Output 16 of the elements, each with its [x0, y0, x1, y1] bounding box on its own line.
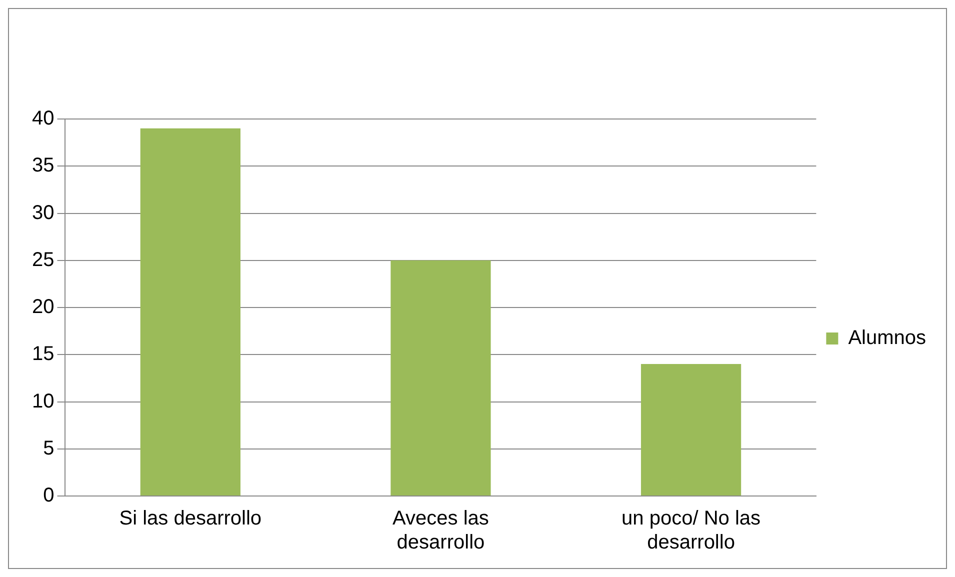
x-tick-label: Si las desarrollo	[119, 508, 262, 530]
x-tick-label: un poco/ No las desarrollo	[622, 508, 761, 554]
x-tick-label: Aveces las desarrollo	[392, 508, 489, 554]
y-tick-label: 40	[32, 108, 54, 130]
y-tick-label: 0	[43, 484, 54, 507]
y-tick-label: 30	[32, 202, 54, 224]
y-tick-label: 15	[32, 343, 54, 366]
y-tick-label: 25	[32, 248, 54, 271]
bar	[640, 364, 742, 496]
y-tick-label: 35	[32, 154, 54, 177]
legend-label: Alumnos	[848, 327, 926, 350]
bar	[140, 128, 240, 496]
bar	[390, 260, 491, 496]
y-tick-label: 5	[43, 437, 54, 460]
y-tick-label: 20	[32, 296, 54, 318]
y-tick-label: 10	[32, 390, 54, 412]
